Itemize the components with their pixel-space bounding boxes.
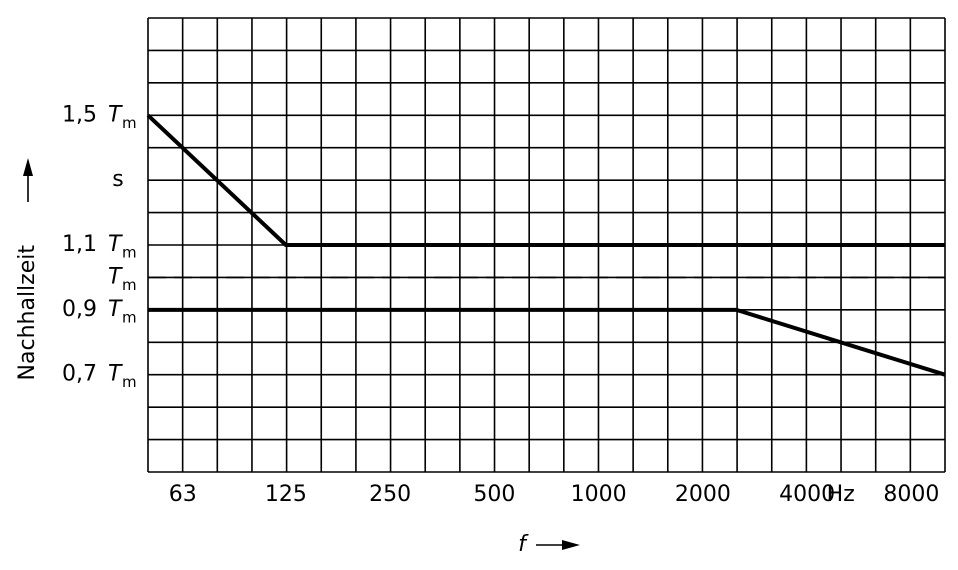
x-tick-label: 63 <box>169 482 197 507</box>
tolerance-line <box>148 307 946 377</box>
symbol: T <box>108 232 123 257</box>
symbol-sub: m <box>122 114 137 132</box>
y-arrow-head <box>23 158 33 176</box>
symbol: T <box>108 362 123 387</box>
symbol: T <box>108 297 123 322</box>
x-label: f <box>518 532 529 557</box>
y-tick-label: 0,7 <box>62 362 97 387</box>
y-tick-label: 0,9 <box>62 297 97 322</box>
symbol-sub: m <box>122 308 137 326</box>
symbol-sub: m <box>122 276 137 294</box>
tolerance-line <box>146 113 945 247</box>
x-tick-label: 1000 <box>571 482 627 507</box>
y-label: Nachhallzeit <box>15 245 40 381</box>
y-unit: s <box>112 167 123 192</box>
x-tick-label: 4000 <box>779 482 835 507</box>
symbol: T <box>108 264 123 289</box>
symbol-sub: m <box>122 373 137 391</box>
y-axis-title: Nachhallzeit <box>15 245 40 381</box>
x-tick-label: 8000 <box>883 482 939 507</box>
x-tick-label: 2000 <box>675 482 731 507</box>
x-tick-label: 500 <box>473 482 515 507</box>
symbol-sub: m <box>122 244 137 262</box>
y-tick-label: 1,1 <box>62 232 97 257</box>
x-tick-label: 250 <box>369 482 411 507</box>
x-tick-label: 125 <box>265 482 307 507</box>
symbol: T <box>108 102 123 127</box>
y-tick-label: 1,5 <box>62 102 97 127</box>
x-unit: Hz <box>827 482 855 507</box>
x-arrow-head <box>562 540 580 550</box>
